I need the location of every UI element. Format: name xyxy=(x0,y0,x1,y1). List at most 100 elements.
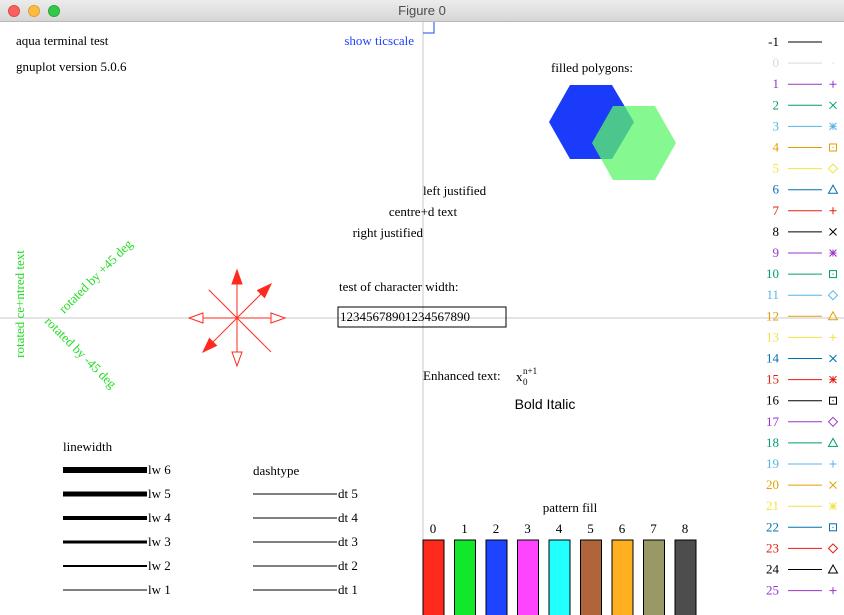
diamond-icon xyxy=(827,289,839,301)
bold-italic-label: Bold Italic xyxy=(515,396,576,412)
pattern-label: 2 xyxy=(493,521,500,536)
arrowhead xyxy=(202,337,218,353)
minimize-button[interactable] xyxy=(28,5,40,17)
box-icon-dot xyxy=(832,273,834,275)
cross-icon xyxy=(829,101,837,110)
pattern-fill-title: pattern fill xyxy=(543,500,598,515)
pattern-bar xyxy=(485,539,508,615)
linetype-label: 12 xyxy=(766,308,779,323)
zoom-button[interactable] xyxy=(48,5,60,17)
pattern-label: 0 xyxy=(430,521,437,536)
linewidth-samples: lw 6 lw 5 lw 4 lw 3 lw 2 lw 1 xyxy=(63,462,171,597)
linetype-label: 10 xyxy=(766,266,779,281)
enhanced-superscript: n+1 xyxy=(523,366,537,376)
dashtype-label: dt 3 xyxy=(338,534,358,549)
linewidth-label: lw 2 xyxy=(148,558,171,573)
box-icon-dot xyxy=(832,400,834,402)
linetype-label: 7 xyxy=(773,203,780,218)
linetype-label: 11 xyxy=(766,287,779,302)
enhanced-base: x xyxy=(516,369,523,384)
pattern-label: 6 xyxy=(619,521,626,536)
dashtype-label: dt 4 xyxy=(338,510,358,525)
linetype-label: -1 xyxy=(768,34,779,49)
cross-icon xyxy=(829,354,837,363)
pattern-bar xyxy=(643,539,665,615)
linewidth-label: lw 4 xyxy=(148,510,171,525)
pattern-bar xyxy=(674,539,697,615)
dashtype-title: dashtype xyxy=(253,463,299,478)
plus-icon xyxy=(829,587,837,595)
box-icon-dot xyxy=(832,146,834,149)
box-icon xyxy=(829,523,837,532)
close-button[interactable] xyxy=(8,5,20,17)
pattern-label: 7 xyxy=(650,521,657,536)
terminal-test-label: aqua terminal test xyxy=(16,33,109,48)
star-icon xyxy=(829,249,837,257)
box-icon xyxy=(829,143,837,152)
linetype-label: 19 xyxy=(766,456,779,471)
diamond-icon xyxy=(827,416,839,428)
linetype-label: 4 xyxy=(773,140,780,155)
pattern-bar xyxy=(454,539,476,615)
pattern-label: 1 xyxy=(461,521,468,536)
box-icon xyxy=(829,270,837,279)
pattern-label: 3 xyxy=(524,521,531,536)
dashtype-label: dt 1 xyxy=(338,582,358,597)
linetype-label: 0 xyxy=(773,55,780,70)
arrowhead xyxy=(187,312,204,324)
pattern-fill-bars: 0 1 2 3 4 5 6 7 8 xyxy=(422,521,697,615)
show-ticscale-label: show ticscale xyxy=(344,33,414,48)
arrowhead xyxy=(256,283,272,299)
linetype-label: 3 xyxy=(773,118,780,133)
diamond-icon xyxy=(827,543,839,554)
linetype-label: 20 xyxy=(766,477,779,492)
plot-canvas: aqua terminal test gnuplot version 5.0.6… xyxy=(0,22,844,615)
linewidth-title: linewidth xyxy=(63,439,113,454)
dot-icon xyxy=(832,62,834,64)
rotated-plus45-label: rotated by +45 deg xyxy=(56,236,136,316)
linetype-label: 18 xyxy=(766,435,779,450)
arrowhead xyxy=(231,268,243,285)
pattern-bar xyxy=(580,539,602,615)
enhanced-subscript: 0 xyxy=(523,377,528,387)
linetype-label: 23 xyxy=(766,540,779,555)
plus-icon xyxy=(829,207,837,215)
diamond-icon xyxy=(827,163,839,174)
left-justified-label: left justified xyxy=(423,183,487,198)
linewidth-label: lw 1 xyxy=(148,582,171,597)
star-icon xyxy=(829,502,837,511)
linetype-label: 5 xyxy=(773,161,780,176)
plus-icon xyxy=(829,460,837,468)
arrowhead xyxy=(270,312,287,324)
box-icon xyxy=(829,396,837,405)
triangle-icon xyxy=(827,184,839,194)
pattern-label: 8 xyxy=(682,521,689,536)
linetype-label: 13 xyxy=(766,329,779,344)
star-icon xyxy=(829,375,837,384)
title-bar[interactable]: Figure 0 xyxy=(0,0,844,22)
linetype-label: 6 xyxy=(773,182,780,197)
rotated-centred-label: rotated ce+ntred text xyxy=(12,250,27,358)
box-icon-dot xyxy=(832,526,834,528)
linewidth-label: lw 6 xyxy=(148,462,171,477)
star-icon xyxy=(829,122,837,131)
char-width-sample: 12345678901234567890 xyxy=(340,309,470,324)
plus-icon xyxy=(829,80,837,88)
linewidth-label: lw 3 xyxy=(148,534,171,549)
linetype-label: 16 xyxy=(766,393,780,408)
linetype-label: 17 xyxy=(766,414,780,429)
pattern-bar xyxy=(517,539,539,615)
dashtype-label: dt 2 xyxy=(338,558,358,573)
hexagon-green xyxy=(592,106,676,180)
plus-icon xyxy=(829,333,837,341)
linetype-label: 25 xyxy=(766,583,779,598)
pattern-label: 5 xyxy=(587,521,594,536)
char-width-box xyxy=(337,306,507,328)
right-justified-label: right justified xyxy=(353,225,424,240)
polygons-title: filled polygons: xyxy=(551,60,633,75)
ticscale-mark xyxy=(423,22,435,34)
linetype-label: 9 xyxy=(773,245,780,260)
linetype-key: -101234567891011121314151617181920212223… xyxy=(766,34,839,598)
triangle-icon xyxy=(827,563,839,574)
